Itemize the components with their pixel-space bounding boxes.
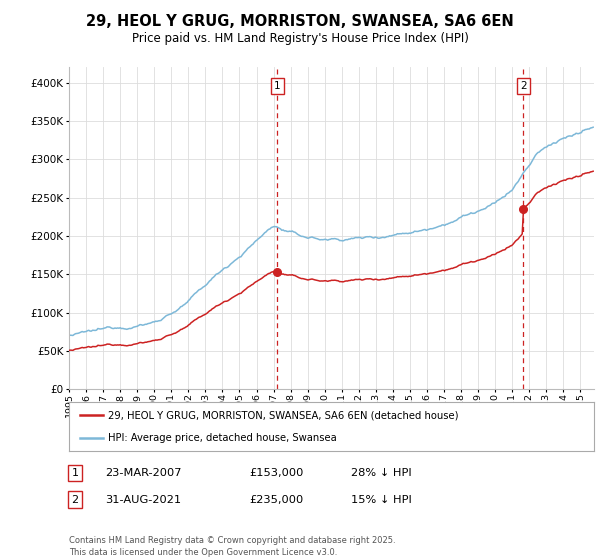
Text: 2: 2 [520,81,527,91]
Text: £235,000: £235,000 [249,494,303,505]
Text: 1: 1 [274,81,281,91]
Text: 23-MAR-2007: 23-MAR-2007 [105,468,182,478]
Text: 15% ↓ HPI: 15% ↓ HPI [351,494,412,505]
Text: 28% ↓ HPI: 28% ↓ HPI [351,468,412,478]
Text: 2: 2 [71,494,79,505]
Text: 29, HEOL Y GRUG, MORRISTON, SWANSEA, SA6 6EN: 29, HEOL Y GRUG, MORRISTON, SWANSEA, SA6… [86,14,514,29]
Text: Price paid vs. HM Land Registry's House Price Index (HPI): Price paid vs. HM Land Registry's House … [131,32,469,45]
Text: 29, HEOL Y GRUG, MORRISTON, SWANSEA, SA6 6EN (detached house): 29, HEOL Y GRUG, MORRISTON, SWANSEA, SA6… [109,410,459,420]
Text: 1: 1 [71,468,79,478]
Text: 31-AUG-2021: 31-AUG-2021 [105,494,181,505]
Text: Contains HM Land Registry data © Crown copyright and database right 2025.
This d: Contains HM Land Registry data © Crown c… [69,536,395,557]
Text: HPI: Average price, detached house, Swansea: HPI: Average price, detached house, Swan… [109,433,337,442]
Text: £153,000: £153,000 [249,468,304,478]
